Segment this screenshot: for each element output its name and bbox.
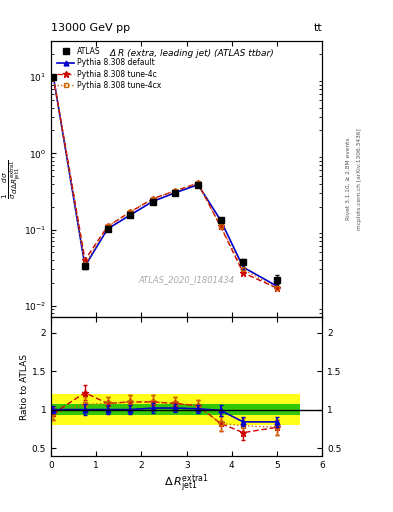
Y-axis label: $\frac{1}{\sigma}\frac{d\sigma}{d\Delta R_{\rm jet1}^{\rm extra1}}$: $\frac{1}{\sigma}\frac{d\sigma}{d\Delta … <box>0 159 22 199</box>
X-axis label: $\Delta\,R_{\rm jet1}^{\rm extra1}$: $\Delta\,R_{\rm jet1}^{\rm extra1}$ <box>164 472 209 495</box>
Text: mcplots.cern.ch [arXiv:1306.3436]: mcplots.cern.ch [arXiv:1306.3436] <box>357 129 362 230</box>
Text: tt: tt <box>314 23 322 33</box>
Text: Rivet 3.1.10, ≥ 2.8M events: Rivet 3.1.10, ≥ 2.8M events <box>345 138 350 221</box>
Y-axis label: Ratio to ATLAS: Ratio to ATLAS <box>20 354 29 419</box>
Text: 13000 GeV pp: 13000 GeV pp <box>51 23 130 33</box>
Text: Δ R (extra, leading jet) (ATLAS ttbar): Δ R (extra, leading jet) (ATLAS ttbar) <box>110 49 274 58</box>
Legend: ATLAS, Pythia 8.308 default, Pythia 8.308 tune-4c, Pythia 8.308 tune-4cx: ATLAS, Pythia 8.308 default, Pythia 8.30… <box>55 45 163 92</box>
Text: ATLAS_2020_I1801434: ATLAS_2020_I1801434 <box>139 275 235 284</box>
